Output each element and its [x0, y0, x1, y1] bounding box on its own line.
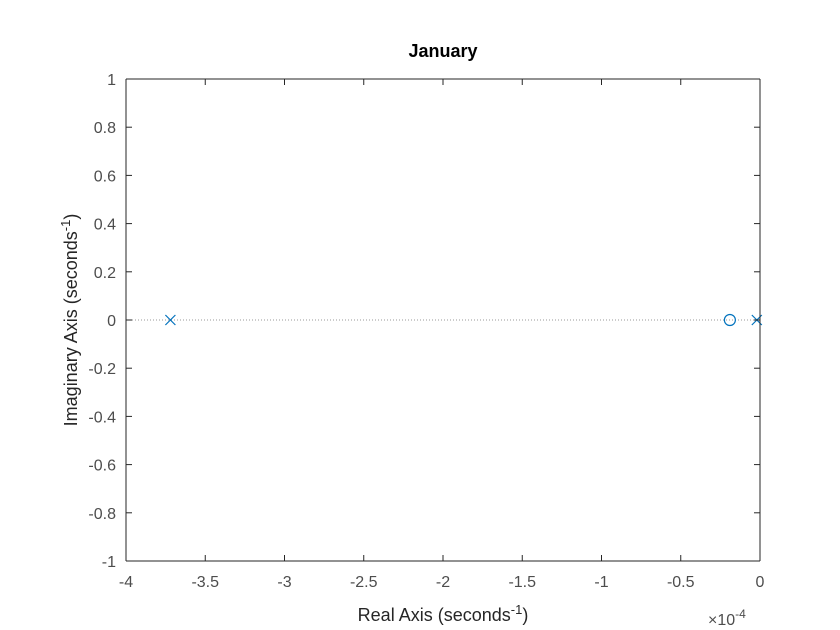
- y-tick-label: 0.6: [94, 168, 116, 185]
- x-tick-label: -2: [436, 574, 450, 591]
- y-tick-label: 0.2: [94, 265, 116, 282]
- pole-marker: [164, 314, 176, 326]
- y-tick-label: 0.8: [94, 120, 116, 137]
- y-tick-label: 0: [107, 313, 116, 330]
- plot-area: [126, 79, 760, 561]
- x-tick-label: -0.5: [667, 574, 695, 591]
- x-tick-label: -4: [119, 574, 133, 591]
- y-tick-label: 0.4: [94, 217, 116, 234]
- y-axis-label: Imaginary Axis (seconds-1): [58, 214, 81, 427]
- x-tick-label: -1.5: [508, 574, 536, 591]
- x-tick-label: -1: [594, 574, 608, 591]
- y-tick-label: -0.8: [88, 506, 116, 523]
- x-tick-label: -3: [277, 574, 291, 591]
- x-tick-label: -2.5: [350, 574, 378, 591]
- x-axis-label: Real Axis (seconds-1): [358, 602, 529, 625]
- y-tick-label: 1: [107, 72, 116, 89]
- x-tick-label: -3.5: [191, 574, 219, 591]
- y-tick-label: -0.4: [88, 409, 116, 426]
- labels-layer: January Real Axis (seconds-1) Imaginary …: [58, 41, 746, 629]
- y-tick-label: -0.2: [88, 361, 116, 378]
- chart-title: January: [408, 41, 477, 61]
- x-tick-label: 0: [756, 574, 765, 591]
- y-tick-label: -1: [102, 554, 116, 571]
- ticks-layer: -4 -3.5 -3 -2.5 -2 -1.5 -1 -0.5 0 -1 -0.8 -0.6 -0.4 -…: [88, 72, 764, 591]
- zero-marker: [723, 313, 736, 327]
- y-tick-label: -0.6: [88, 458, 116, 475]
- x-axis-exponent: ×10-4: [708, 607, 746, 629]
